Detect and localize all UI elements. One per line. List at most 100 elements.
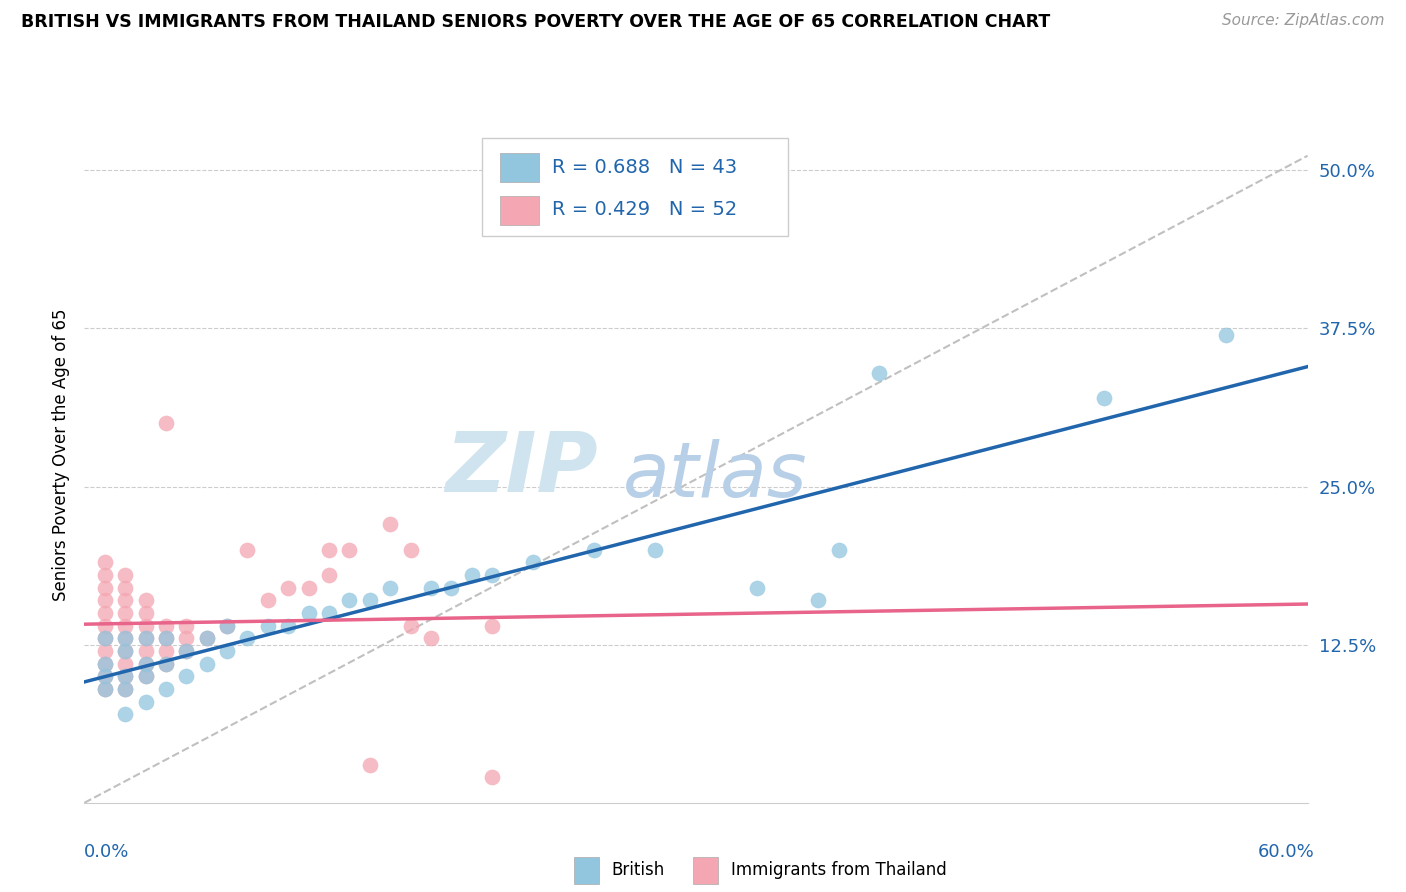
Point (195, 632, 218, 646)
Point (257, 593, 280, 607)
Point (174, 644, 197, 658)
Point (807, 593, 830, 607)
Point (93, 681, 115, 696)
Point (155, 618, 177, 632)
Point (93, 681, 115, 696)
Point (114, 632, 136, 646)
Point (217, 618, 239, 632)
Point (93, 606, 115, 620)
Point (298, 581, 321, 595)
Point (114, 681, 136, 696)
Point (155, 657, 177, 671)
Point (93, 568, 115, 582)
Point (114, 644, 136, 658)
Point (135, 669, 157, 683)
Point (869, 366, 891, 380)
Point (481, 618, 503, 632)
FancyBboxPatch shape (501, 195, 540, 225)
Point (135, 657, 157, 671)
Point (93, 644, 115, 658)
Point (155, 632, 177, 646)
Point (114, 568, 136, 582)
Point (174, 618, 197, 632)
Point (155, 681, 177, 696)
Point (114, 606, 136, 620)
Point (114, 618, 136, 632)
Point (747, 581, 769, 595)
Point (93, 593, 115, 607)
Point (399, 542, 422, 557)
Point (155, 644, 177, 658)
Point (114, 632, 136, 646)
Point (135, 669, 157, 683)
Point (114, 593, 136, 607)
Point (582, 542, 605, 557)
Point (359, 757, 381, 772)
Point (114, 669, 136, 683)
Point (155, 657, 177, 671)
Point (461, 568, 484, 582)
Point (399, 618, 422, 632)
Point (440, 581, 463, 595)
Text: Immigrants from Thailand: Immigrants from Thailand (731, 861, 946, 879)
Point (318, 606, 340, 620)
Point (135, 632, 157, 646)
Point (93, 669, 115, 683)
Point (298, 606, 321, 620)
Point (644, 542, 666, 557)
Point (277, 581, 299, 595)
Point (481, 771, 503, 785)
Point (135, 657, 157, 671)
Point (257, 618, 280, 632)
Text: BRITISH VS IMMIGRANTS FROM THAILAND SENIORS POVERTY OVER THE AGE OF 65 CORRELATI: BRITISH VS IMMIGRANTS FROM THAILAND SENI… (21, 13, 1050, 31)
Point (93, 556, 115, 570)
Point (174, 632, 197, 646)
Point (522, 556, 544, 570)
Point (195, 632, 218, 646)
Point (135, 632, 157, 646)
Point (114, 657, 136, 671)
Point (135, 606, 157, 620)
Point (318, 542, 340, 557)
Point (277, 618, 299, 632)
Point (174, 644, 197, 658)
Text: atlas: atlas (623, 439, 807, 513)
Point (114, 669, 136, 683)
Text: R = 0.688   N = 43: R = 0.688 N = 43 (551, 158, 737, 177)
FancyBboxPatch shape (501, 153, 540, 183)
Point (1092, 391, 1115, 405)
Point (93, 632, 115, 646)
Text: Source: ZipAtlas.com: Source: ZipAtlas.com (1222, 13, 1385, 29)
Point (93, 632, 115, 646)
Point (135, 695, 157, 709)
Point (135, 593, 157, 607)
Point (380, 517, 402, 532)
Point (339, 593, 360, 607)
Point (93, 657, 115, 671)
Point (93, 657, 115, 671)
Text: British: British (612, 861, 665, 879)
Point (155, 632, 177, 646)
Point (114, 644, 136, 658)
Point (217, 618, 239, 632)
Point (217, 644, 239, 658)
Point (236, 542, 259, 557)
Text: 0.0%: 0.0% (84, 843, 129, 861)
Point (380, 581, 402, 595)
Point (135, 618, 157, 632)
Point (135, 644, 157, 658)
Point (114, 681, 136, 696)
FancyBboxPatch shape (482, 138, 787, 235)
Point (359, 593, 381, 607)
Point (339, 542, 360, 557)
Point (1215, 327, 1237, 342)
Point (420, 581, 443, 595)
Point (155, 417, 177, 431)
Point (93, 581, 115, 595)
Point (827, 542, 849, 557)
Point (195, 657, 218, 671)
Text: ZIP: ZIP (446, 428, 598, 509)
Point (481, 568, 503, 582)
Y-axis label: Seniors Poverty Over the Age of 65: Seniors Poverty Over the Age of 65 (52, 309, 70, 601)
Point (114, 581, 136, 595)
